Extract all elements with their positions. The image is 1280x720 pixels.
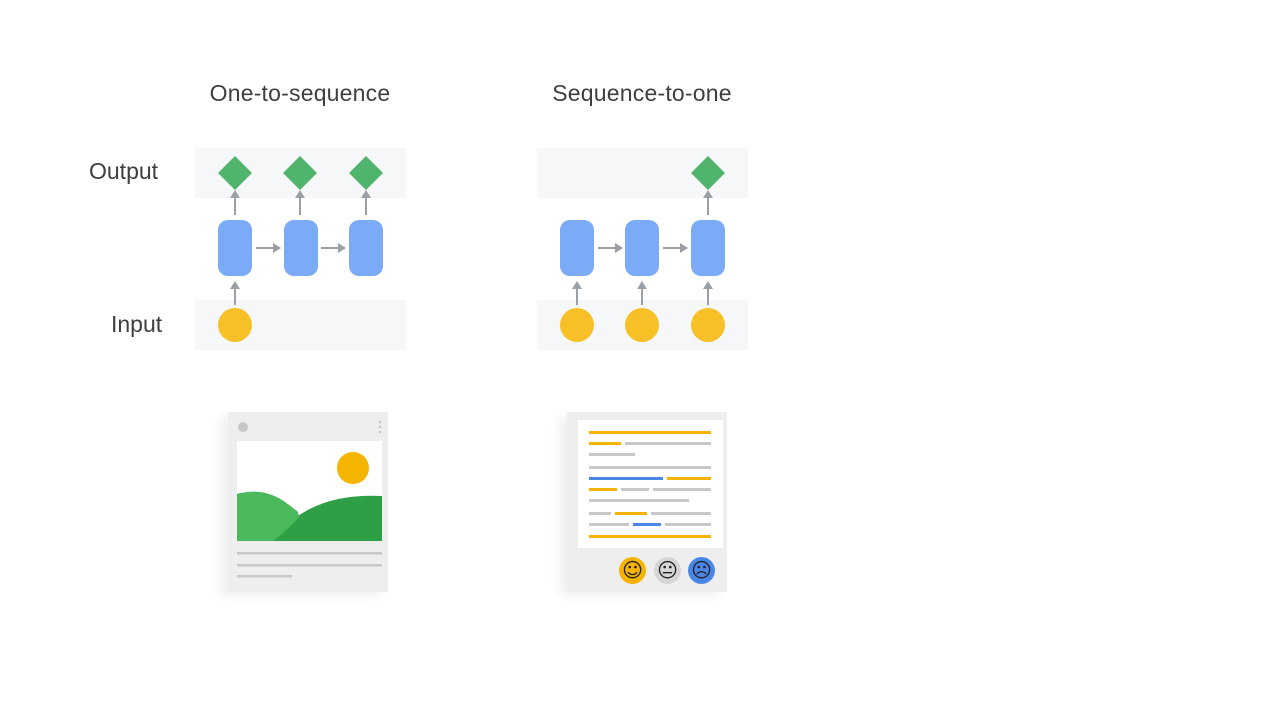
input-dot: [691, 308, 725, 342]
input-dot: [625, 308, 659, 342]
rnn-cell: [625, 220, 659, 276]
rnn-cell: [691, 220, 725, 276]
rnn-cell: [218, 220, 252, 276]
input-row-label: Input: [111, 311, 163, 337]
image-post-illustration: [237, 420, 382, 578]
output-row-label: Output: [89, 158, 159, 184]
text-review-icon: ☺ 😐 ☹: [567, 412, 727, 592]
rnn-cell: [349, 220, 383, 276]
neutral-face-icon: 😐: [654, 557, 681, 584]
arrows: [572, 190, 713, 305]
rnn-cell: [284, 220, 318, 276]
sequence-to-one-title: Sequence-to-one: [552, 80, 732, 106]
input-dot: [218, 308, 252, 342]
text-review-illustration: [578, 420, 723, 548]
happy-face-icon: ☺: [619, 557, 646, 584]
arrows: [230, 190, 371, 305]
rnn-cell: [560, 220, 594, 276]
input-dot: [560, 308, 594, 342]
sad-face-icon: ☹: [688, 557, 715, 584]
one-to-sequence-title: One-to-sequence: [209, 80, 391, 106]
image-post-icon: [228, 412, 388, 592]
